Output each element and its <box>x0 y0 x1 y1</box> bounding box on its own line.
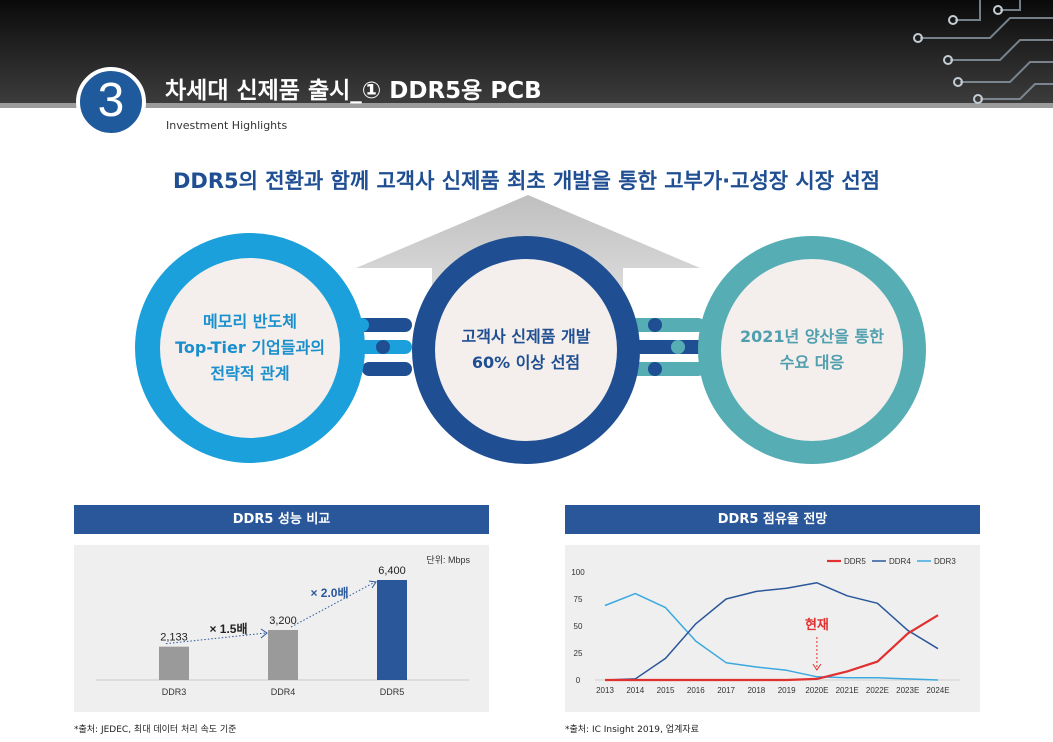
ratio-label-2: × 2.0배 <box>310 585 348 600</box>
circle-label: 2021년 양산을 통한 수요 대응 <box>740 327 884 372</box>
page-title: 차세대 신제품 출시_① DDR5용 PCB <box>165 78 542 104</box>
line-chart: 0 25 50 75 100 2013 2014 2015 2016 2017 2018 2019 2… <box>571 557 960 695</box>
x-tick-label: 2019 <box>778 686 796 695</box>
source-note-right: *출처: IC Insight 2019, 업계자료 <box>565 725 699 735</box>
panel-performance-chart: 단위: Mbps × 1.5배 × 2.0배 2,133 DDR3 3,200 DDR… <box>74 545 489 712</box>
current-marker-arrowhead <box>812 663 822 671</box>
x-tick-label: 2020E <box>805 686 828 695</box>
bar-value-label: 6,400 <box>378 565 406 577</box>
page-subtitle: Investment Highlights <box>166 119 288 132</box>
connector-right <box>630 318 705 376</box>
bar-ddr3 <box>159 646 189 680</box>
x-tick-label: 2018 <box>747 686 765 695</box>
bar-category-label: DDR5 <box>380 687 405 697</box>
x-tick-label: 2017 <box>717 686 735 695</box>
bar-value-label: 2,133 <box>160 632 188 644</box>
unit-label: 단위: Mbps <box>426 555 470 565</box>
circle-new-product-development: 고객사 신제품 개발 60% 이상 선점 <box>412 236 640 464</box>
panel-share-chart: 0 25 50 75 100 2013 2014 2015 2016 2017 2018 2019 2… <box>565 545 980 712</box>
x-tick-label: 2016 <box>687 686 705 695</box>
circle-mass-production: 2021년 양산을 통한 수요 대응 <box>698 236 926 464</box>
panel-title-performance: DDR5 성능 비교 <box>74 505 489 534</box>
y-tick-label: 100 <box>571 568 585 577</box>
growth-arrowhead-2 <box>368 580 377 589</box>
panel-title-share: DDR5 점유율 전망 <box>565 505 980 534</box>
growth-arrow-1 <box>165 632 267 645</box>
x-tick-label: 2014 <box>626 686 644 695</box>
connector-left <box>352 318 412 376</box>
source-note-left: *출처: JEDEC, 최대 데이터 처리 속도 기준 <box>74 725 237 735</box>
bar-chart: 단위: Mbps × 1.5배 × 2.0배 2,133 DDR3 3,200 DDR… <box>96 555 470 697</box>
x-tick-label: 2023E <box>896 686 919 695</box>
growth-arrowhead-1 <box>260 628 268 639</box>
header-band <box>0 0 1053 103</box>
y-tick-label: 75 <box>574 595 583 604</box>
x-tick-label: 2022E <box>866 686 889 695</box>
series-line-ddr4 <box>604 582 939 681</box>
series-line-ddr5 <box>605 614 939 682</box>
x-tick-label: 2021E <box>836 686 859 695</box>
y-tick-label: 0 <box>576 676 581 685</box>
bar-category-label: DDR4 <box>271 687 296 697</box>
section-number-badge: 3 <box>76 67 146 137</box>
x-tick-label: 2013 <box>596 686 614 695</box>
circle-label: 메모리 반도체 Top-Tier 기업들과의 전략적 관계 <box>175 312 325 383</box>
headline: DDR5의 전환과 함께 고객사 신제품 최초 개발을 통한 고부가·고성장 시… <box>172 169 880 193</box>
x-tick-label: 2024E <box>926 686 949 695</box>
x-tick-label: 2015 <box>657 686 675 695</box>
bar-category-label: DDR3 <box>162 687 187 697</box>
bar-value-label: 3,200 <box>269 615 297 627</box>
circle-label: 고객사 신제품 개발 60% 이상 선점 <box>461 327 591 372</box>
circuit-decoration <box>913 0 1053 104</box>
legend-label: DDR5 <box>844 557 866 566</box>
header-divider <box>0 103 1053 108</box>
ratio-label-1: × 1.5배 <box>209 621 247 636</box>
y-tick-label: 50 <box>574 622 583 631</box>
legend-label: DDR4 <box>889 557 911 566</box>
circle-strategic-relationship: 메모리 반도체 Top-Tier 기업들과의 전략적 관계 <box>135 233 365 463</box>
bar-ddr5 <box>377 580 407 680</box>
legend-label: DDR3 <box>934 557 956 566</box>
series-line-ddr3 <box>604 592 939 681</box>
bar-ddr4 <box>268 630 298 680</box>
y-tick-label: 25 <box>574 649 583 658</box>
current-marker-label: 현재 <box>805 617 829 632</box>
